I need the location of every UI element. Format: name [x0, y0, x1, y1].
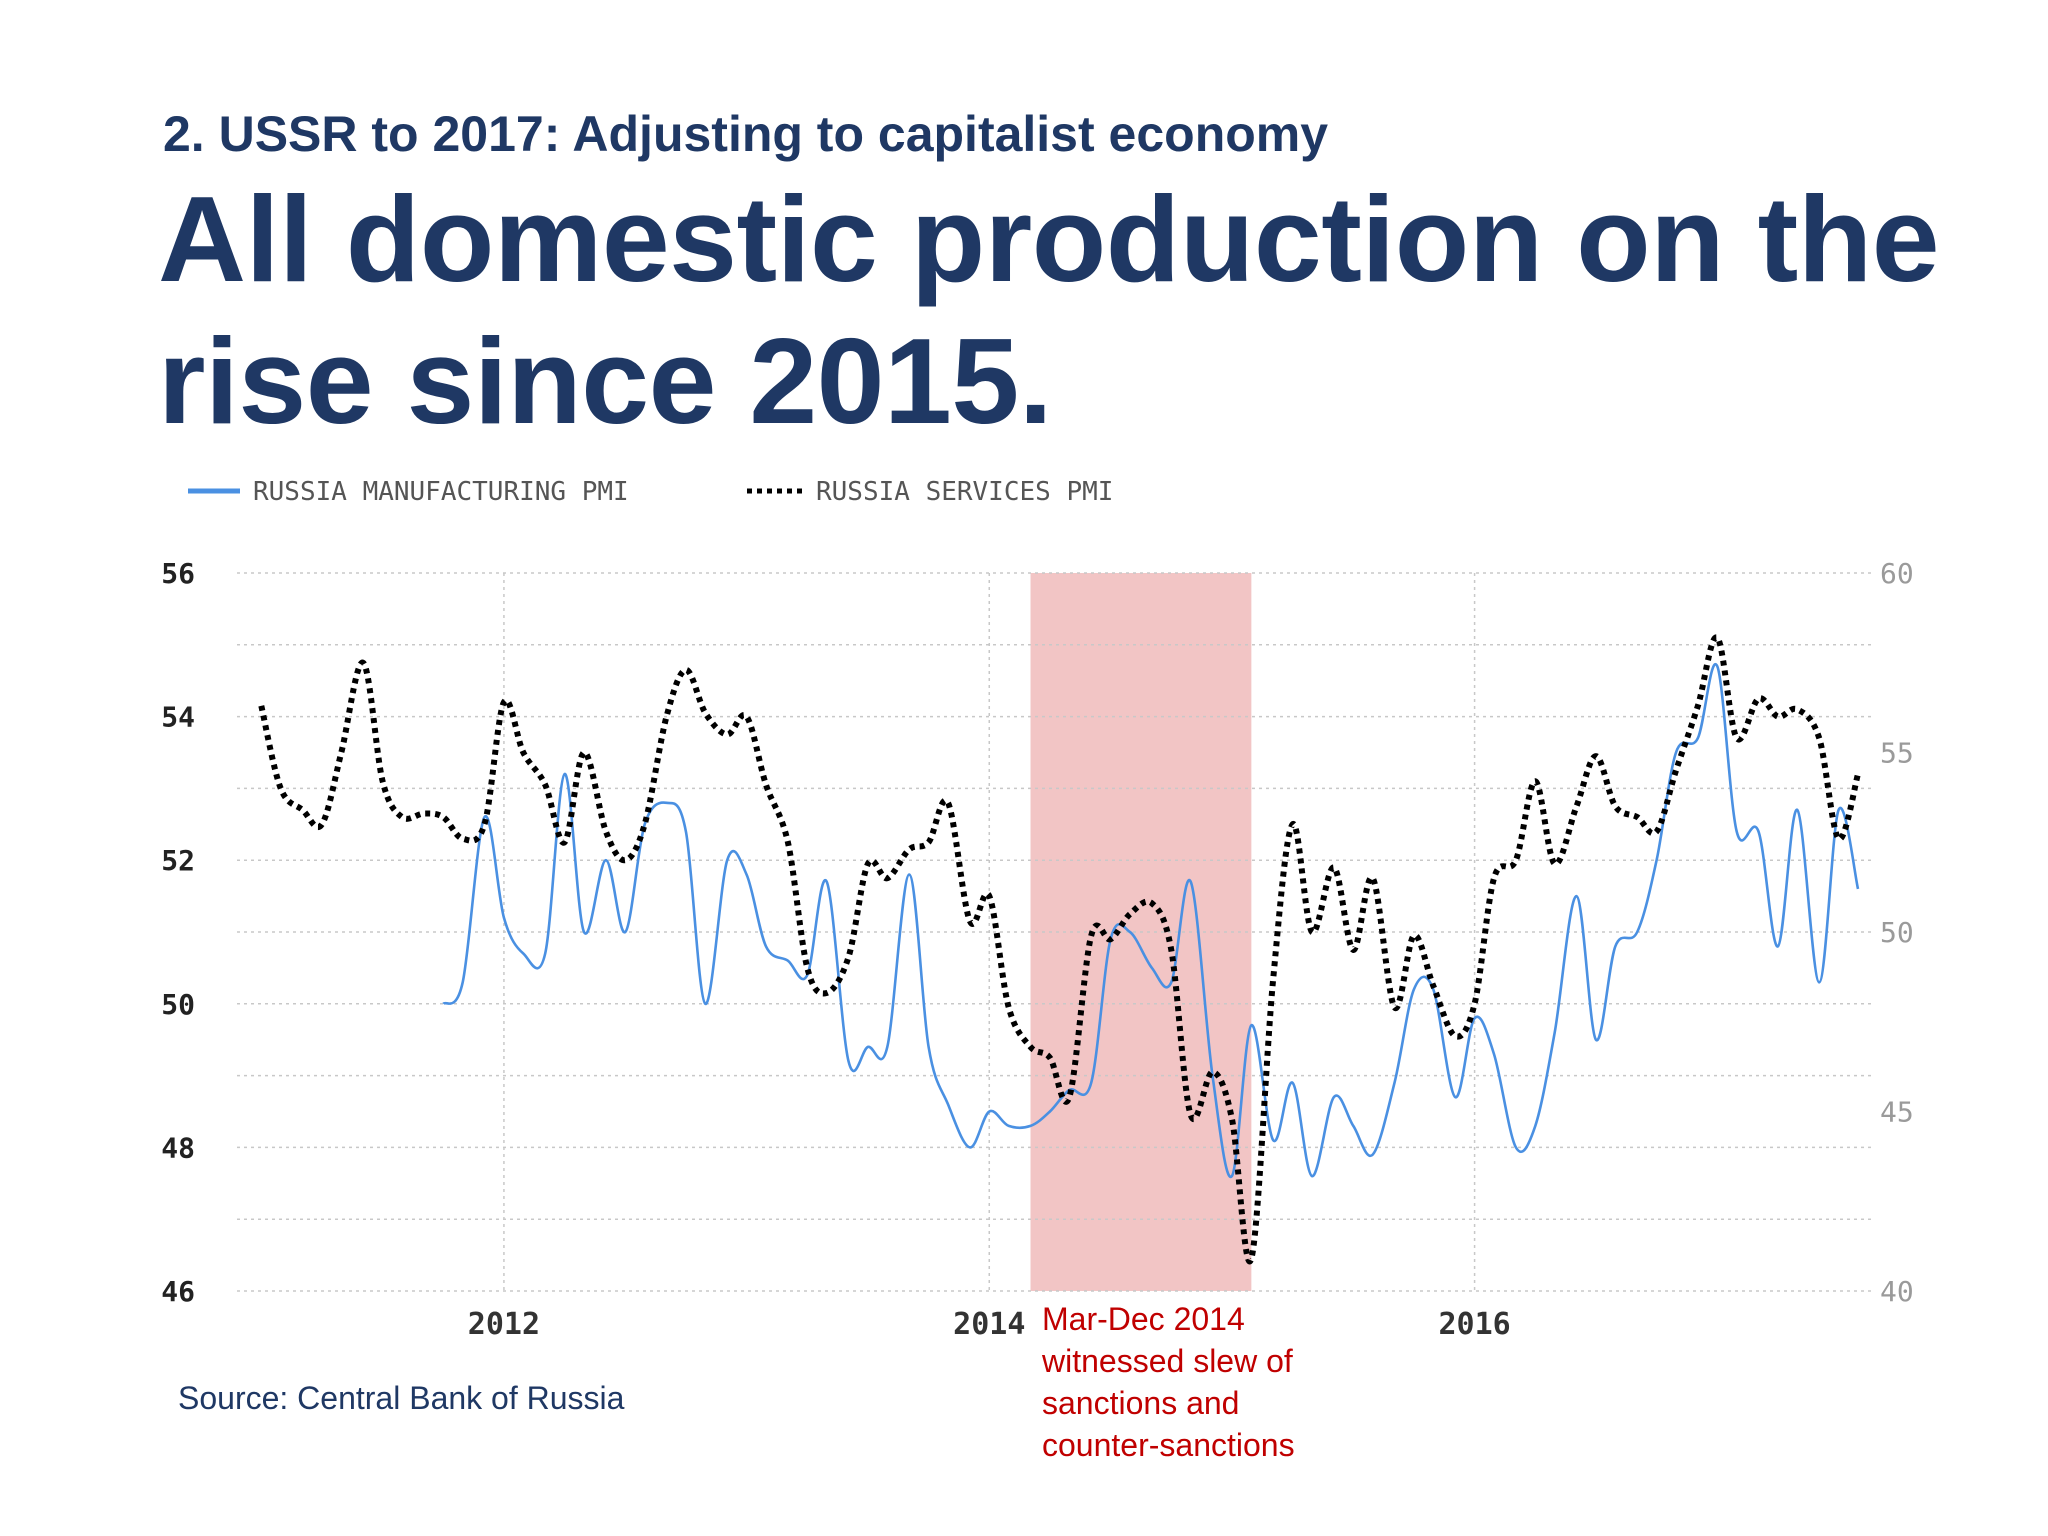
- series-line-services-pmi: [258, 634, 1861, 1265]
- y-right-tick-label: 40: [1880, 1275, 1914, 1308]
- chart-grid: [237, 572, 1875, 1292]
- x-tick-label: 2012: [468, 1307, 540, 1342]
- legend-label-manufacturing: RUSSIA MANUFACTURING PMI: [253, 477, 629, 507]
- y-left-tick-label: 48: [161, 1131, 195, 1164]
- sanctions-annotation: Mar-Dec 2014 witnessed slew of sanctions…: [1042, 1301, 1295, 1463]
- y-left-tick-label: 50: [161, 988, 195, 1021]
- y-left-tick-label: 52: [161, 844, 195, 877]
- x-tick-label: 2014: [953, 1307, 1025, 1342]
- y-left-tick-label: 54: [161, 701, 195, 734]
- chart-legend: RUSSIA MANUFACTURING PMI RUSSIA SERVICES…: [188, 477, 1113, 507]
- slide-subtitle: 2. USSR to 2017: Adjusting to capitalist…: [163, 106, 1329, 162]
- chart-axes: 46 48 50 52 54 56 40 45 50 55 60 2012 2014 2016: [161, 557, 1913, 1342]
- series-line-manufacturing-pmi: [442, 662, 1860, 1179]
- y-left-tick-label: 56: [161, 557, 195, 590]
- y-right-tick-label: 50: [1880, 916, 1914, 949]
- y-right-tick-label: 45: [1880, 1096, 1914, 1129]
- x-tick-label: 2016: [1438, 1307, 1510, 1342]
- slide-title: All domestic production on the rise sinc…: [158, 171, 1940, 449]
- y-right-tick-label: 60: [1880, 557, 1914, 590]
- source-note: Source: Central Bank of Russia: [178, 1380, 625, 1416]
- y-left-tick-label: 46: [161, 1275, 195, 1308]
- legend-label-services: RUSSIA SERVICES PMI: [816, 477, 1113, 507]
- y-right-tick-label: 55: [1880, 737, 1914, 770]
- chart-series: [258, 634, 1861, 1265]
